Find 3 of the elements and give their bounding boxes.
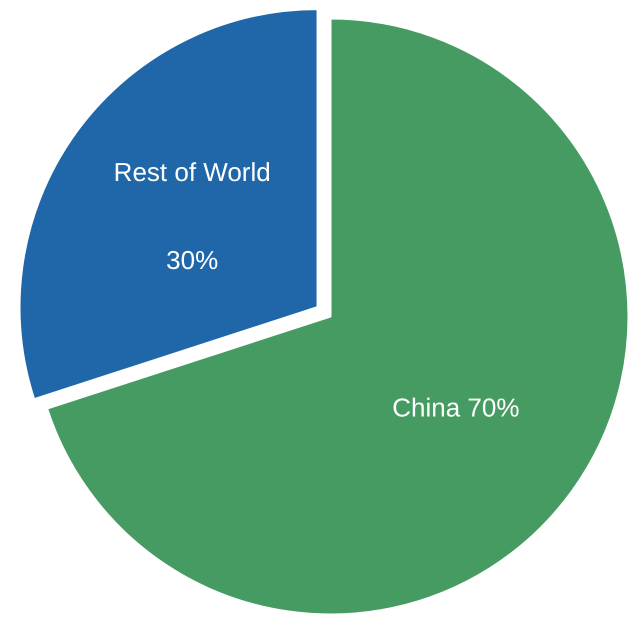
slice-label: China 70% (392, 392, 520, 423)
data-label: 30% (166, 245, 218, 276)
slice-label: Rest of World (114, 157, 271, 188)
